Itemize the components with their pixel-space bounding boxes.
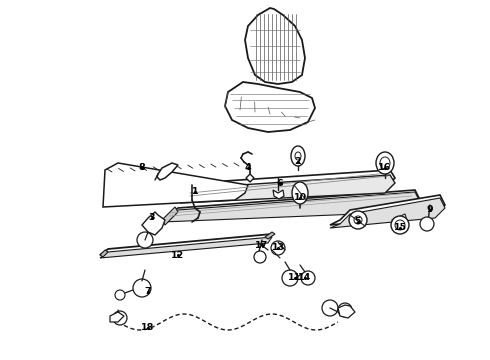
Text: 12: 12 <box>172 251 185 260</box>
Circle shape <box>113 311 127 325</box>
Circle shape <box>301 271 315 285</box>
Text: 3: 3 <box>149 213 155 222</box>
Text: 11: 11 <box>289 274 302 283</box>
Circle shape <box>420 217 434 231</box>
Circle shape <box>282 270 298 286</box>
Text: 14: 14 <box>298 274 312 283</box>
Text: 10: 10 <box>294 194 307 202</box>
Text: 8: 8 <box>139 163 146 172</box>
Text: 16: 16 <box>378 163 392 172</box>
Circle shape <box>395 220 405 230</box>
Ellipse shape <box>380 157 390 169</box>
Circle shape <box>137 232 153 248</box>
Circle shape <box>391 216 409 234</box>
Polygon shape <box>180 175 395 203</box>
Polygon shape <box>273 190 284 199</box>
Polygon shape <box>338 305 355 318</box>
Circle shape <box>271 241 285 255</box>
Polygon shape <box>157 163 178 180</box>
Polygon shape <box>330 195 445 225</box>
Text: 7: 7 <box>145 288 151 297</box>
Ellipse shape <box>292 182 308 204</box>
Polygon shape <box>245 8 305 84</box>
Ellipse shape <box>291 146 305 166</box>
Polygon shape <box>103 163 248 207</box>
Text: 18: 18 <box>141 324 155 333</box>
Text: 5: 5 <box>355 217 361 226</box>
Text: 9: 9 <box>427 206 433 215</box>
Polygon shape <box>100 250 108 257</box>
Text: 15: 15 <box>393 224 407 233</box>
Polygon shape <box>162 192 420 222</box>
Polygon shape <box>162 207 178 225</box>
Polygon shape <box>225 82 315 132</box>
Polygon shape <box>392 214 408 230</box>
Polygon shape <box>407 200 420 210</box>
Text: 13: 13 <box>271 243 285 252</box>
Ellipse shape <box>376 152 394 174</box>
Circle shape <box>349 211 367 229</box>
Text: 17: 17 <box>255 240 269 249</box>
Polygon shape <box>265 232 275 239</box>
Polygon shape <box>246 174 254 182</box>
Ellipse shape <box>295 152 301 160</box>
Text: 2: 2 <box>294 158 301 166</box>
Circle shape <box>354 216 362 224</box>
Circle shape <box>322 300 338 316</box>
Text: 6: 6 <box>277 179 283 188</box>
Circle shape <box>338 303 352 317</box>
Text: 1: 1 <box>192 188 198 197</box>
Polygon shape <box>330 198 445 228</box>
Circle shape <box>254 251 266 263</box>
Polygon shape <box>100 234 272 255</box>
Polygon shape <box>100 237 272 258</box>
Text: 4: 4 <box>245 163 251 172</box>
Polygon shape <box>110 312 124 322</box>
Polygon shape <box>180 170 395 198</box>
Polygon shape <box>162 190 420 220</box>
Polygon shape <box>142 212 165 235</box>
Circle shape <box>133 279 151 297</box>
Circle shape <box>115 290 125 300</box>
